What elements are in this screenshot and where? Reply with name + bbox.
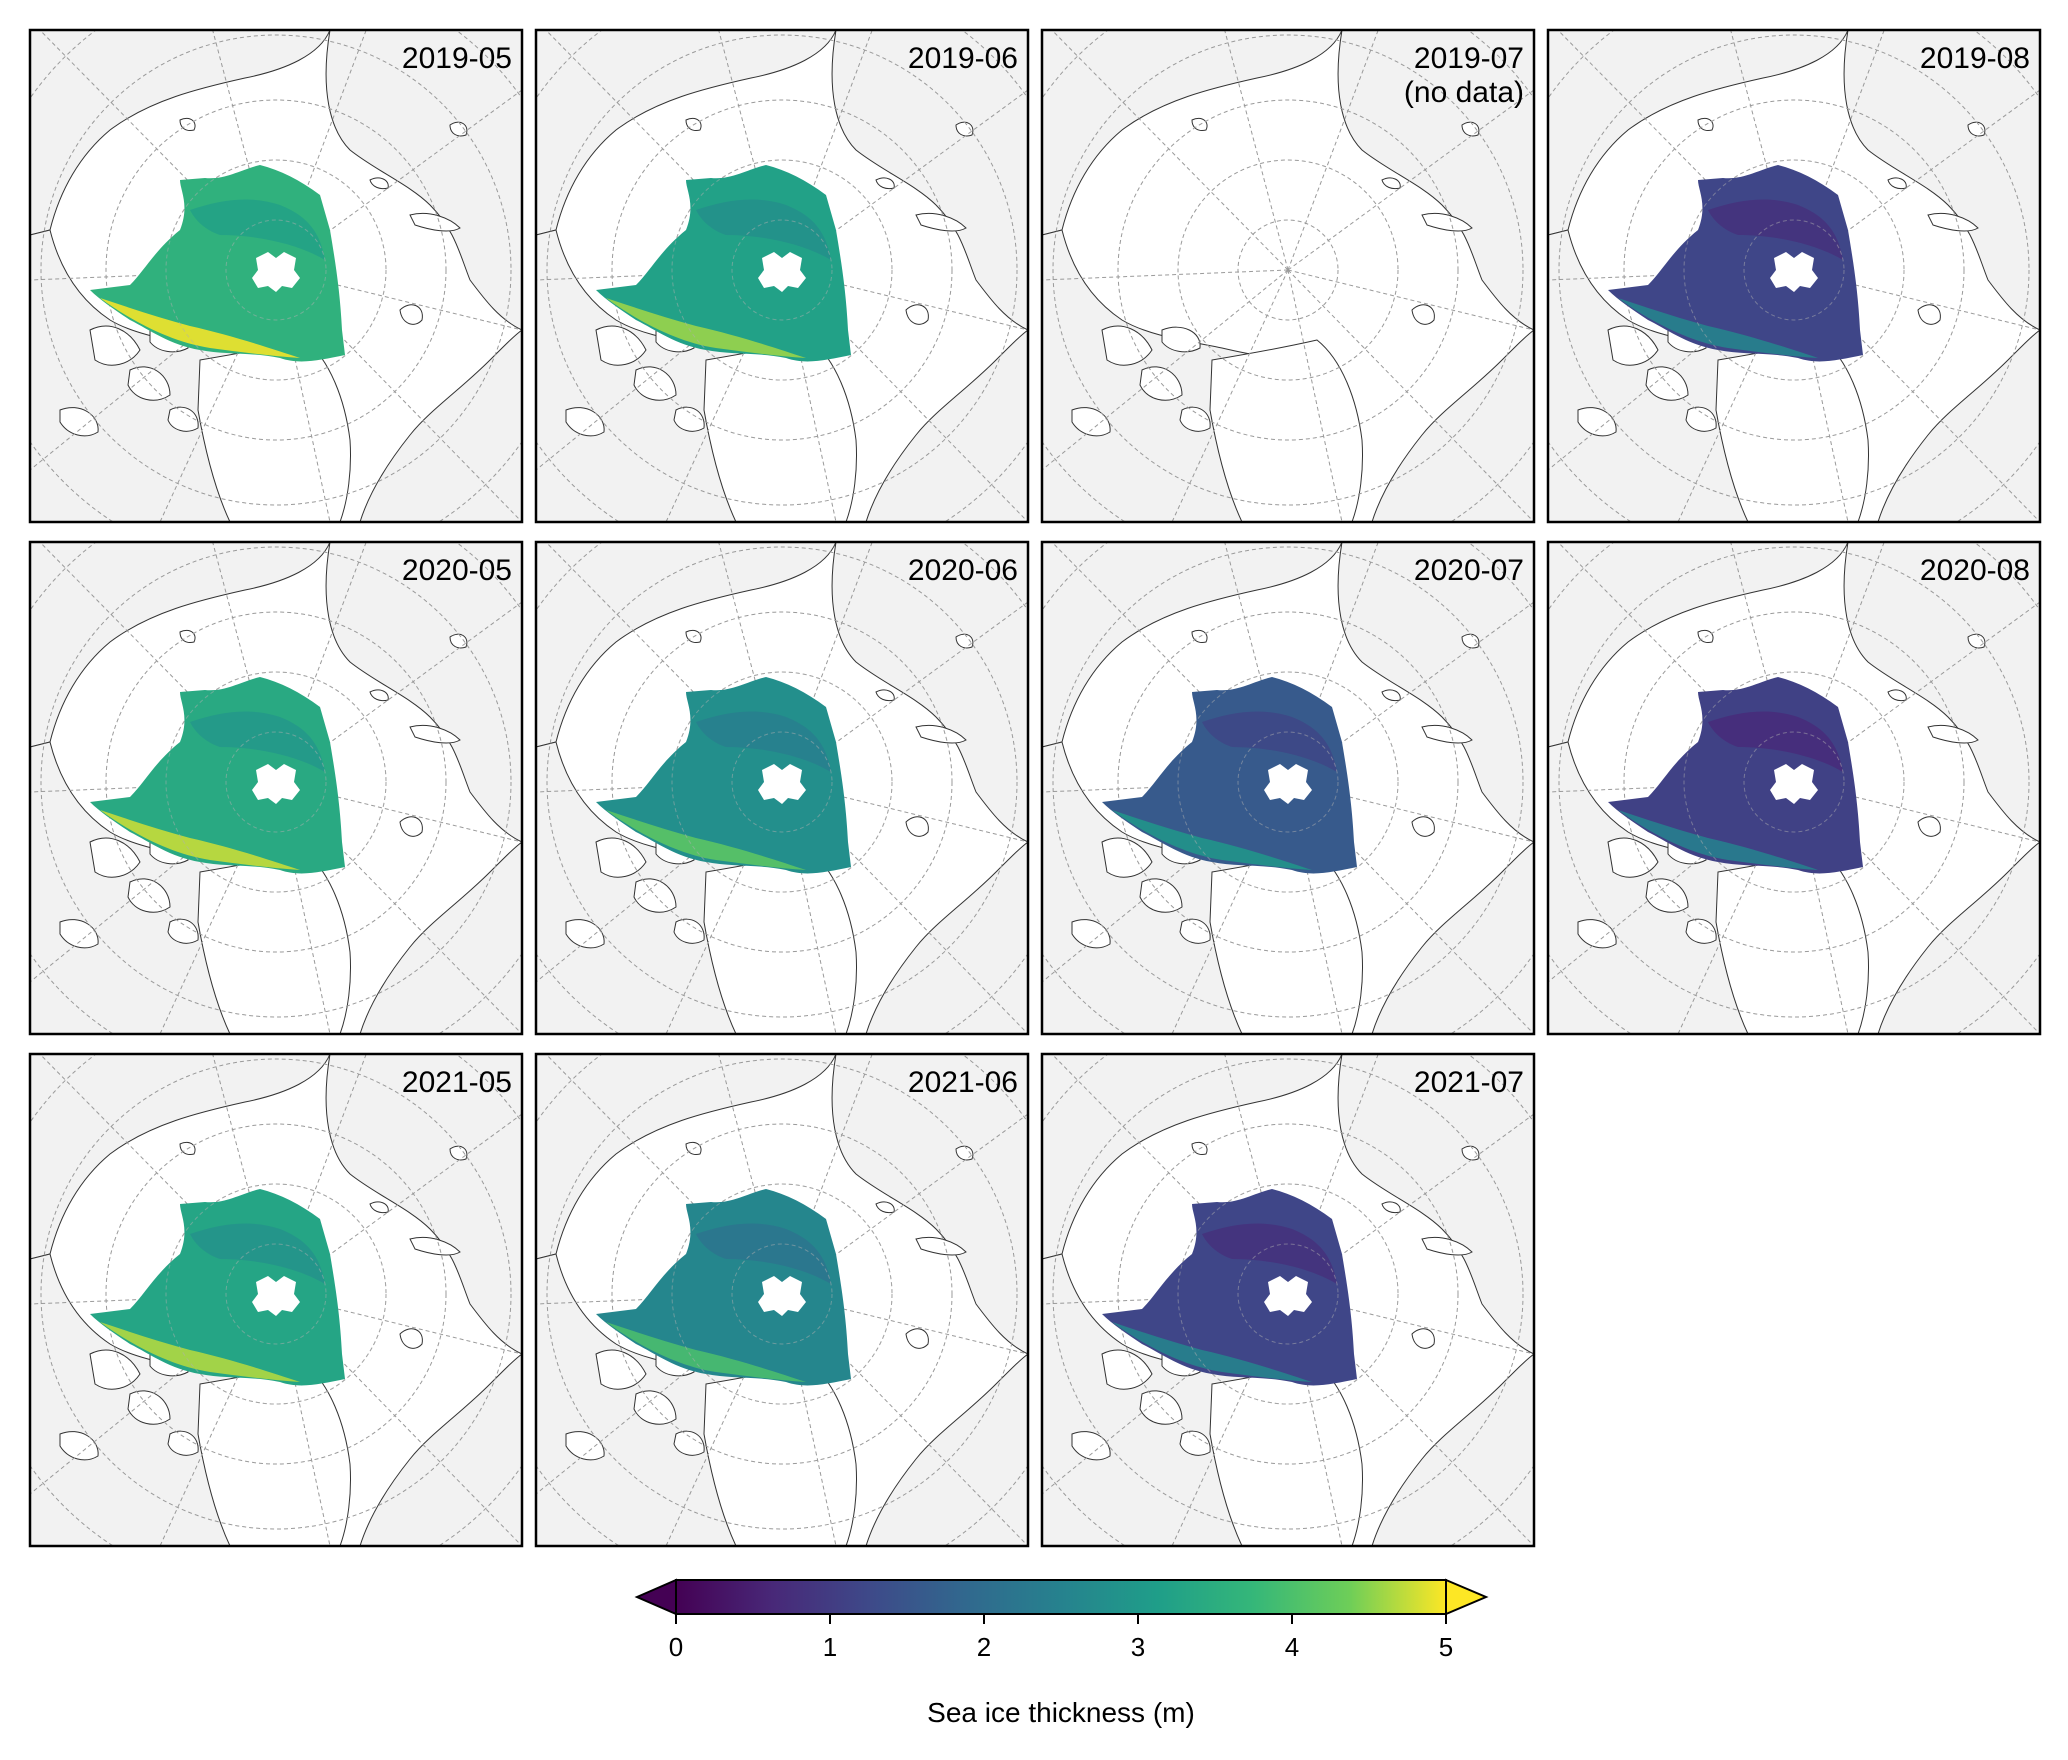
colorbar-tick-label: 2 (977, 1632, 991, 1662)
colorbar: 0 1 2 3 4 5 Sea ice thickness (m) (634, 1578, 1489, 1728)
panel-date-label: 2020-06 (908, 554, 1018, 587)
colorbar-gradient (675, 1579, 1447, 1615)
panel-frame (534, 540, 1030, 1036)
panel-date-label: 2019-05 (402, 42, 512, 75)
sea-ice-field (90, 1189, 345, 1386)
panel-frame (28, 28, 524, 524)
panel-date-label: 2021-07 (1414, 1066, 1524, 1099)
sea-ice-field (1102, 677, 1357, 874)
panel-frame (1546, 540, 2042, 1036)
colorbar-tick-label: 1 (823, 1632, 837, 1662)
sea-ice-field (90, 165, 345, 362)
sea-ice-field (596, 677, 851, 874)
colorbar-label: Sea ice thickness (m) (927, 1697, 1195, 1728)
sea-ice-field (90, 677, 345, 874)
map-panel: 2019-08 (1546, 28, 2042, 524)
panel-frame (1546, 28, 2042, 524)
map-panel: 2021-06 (534, 1052, 1030, 1548)
panel-frame (28, 540, 524, 1036)
map-panel: 2019-05 (28, 28, 524, 524)
panel-date-label: 2021-06 (908, 1066, 1018, 1099)
panel-date-label: 2019-07 (no data) (1404, 42, 1524, 109)
panel-date-label: 2020-07 (1414, 554, 1524, 587)
panel-frame (1040, 28, 1536, 524)
sea-ice-field (596, 1189, 851, 1386)
map-panel: 2021-07 (1040, 1052, 1536, 1548)
map-panel: 2019-06 (534, 28, 1030, 524)
colorbar-extend-high (1445, 1578, 1489, 1616)
panel-date-label: 2020-05 (402, 554, 512, 587)
sea-ice-field (1608, 165, 1863, 362)
colorbar-tick-label: 4 (1285, 1632, 1299, 1662)
panel-frame (1040, 1052, 1536, 1548)
colorbar-tick-label: 0 (669, 1632, 683, 1662)
sea-ice-field (1102, 1189, 1357, 1386)
map-panel: 2020-08 (1546, 540, 2042, 1036)
sea-ice-field (596, 165, 851, 362)
panel-date-label: 2019-06 (908, 42, 1018, 75)
map-panel: 2020-07 (1040, 540, 1536, 1036)
map-panel: 2020-05 (28, 540, 524, 1036)
map-panels: 2019-05 2019-06 2019-07 (no data) 2019-08 202… (28, 28, 2042, 1548)
panel-frame (534, 28, 1030, 524)
map-panel: 2019-07 (no data) (1040, 28, 1536, 524)
sea-ice-field (1608, 677, 1863, 874)
colorbar-tick-label: 3 (1131, 1632, 1145, 1662)
map-panel: 2020-06 (534, 540, 1030, 1036)
panel-date-label: 2021-05 (402, 1066, 512, 1099)
panel-frame (534, 1052, 1030, 1548)
colorbar-extend-low (634, 1578, 677, 1616)
map-panel: 2021-05 (28, 1052, 524, 1548)
panel-date-label: 2019-08 (1920, 42, 2030, 75)
panel-frame (1040, 540, 1536, 1036)
colorbar-tick-label: 5 (1439, 1632, 1453, 1662)
panel-frame (28, 1052, 524, 1548)
colorbar-ticks: 0 1 2 3 4 5 (669, 1614, 1453, 1662)
panel-date-label: 2020-08 (1920, 554, 2030, 587)
